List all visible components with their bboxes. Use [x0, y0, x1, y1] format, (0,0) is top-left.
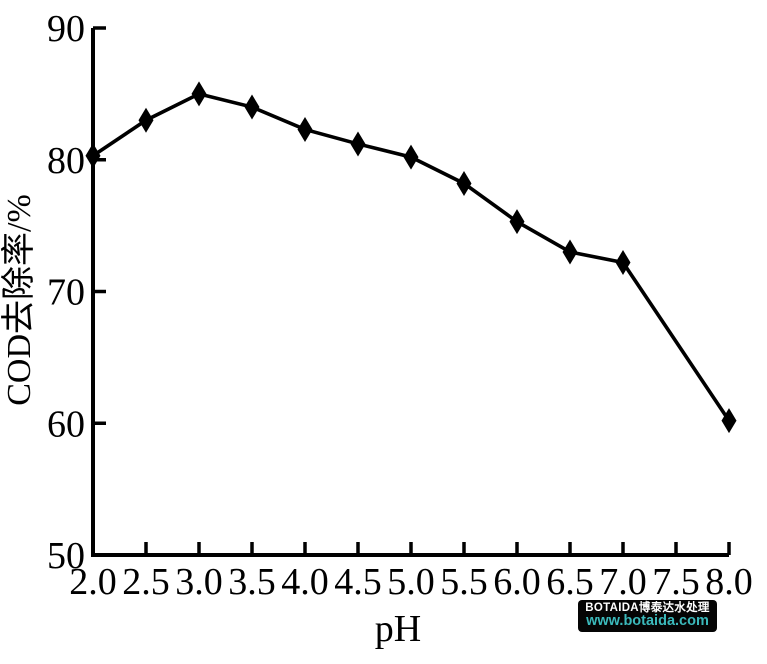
data-point-marker: [509, 209, 525, 235]
x-tick-label: 5.0: [387, 561, 435, 603]
data-point-marker: [721, 408, 737, 434]
y-tick-label: 70: [47, 272, 85, 314]
axes: [91, 28, 729, 557]
x-axis-title: pH: [375, 608, 421, 650]
watermark-brand-text: BOTAIDA博泰达水处理: [585, 601, 710, 614]
x-tick-label: 7.5: [652, 561, 700, 603]
axis-lines: [91, 28, 729, 557]
data-point-marker: [615, 250, 631, 276]
y-axis-ticks: 50 60 70 80 90: [47, 8, 106, 577]
x-tick-label: 2.5: [122, 561, 170, 603]
data-point-marker: [244, 94, 260, 120]
series-line: [91, 91, 731, 422]
y-tick-label: 80: [47, 140, 85, 182]
y-tick-label: 50: [47, 535, 85, 577]
x-tick-label: 3.0: [175, 561, 223, 603]
watermark-url-text: www.botaida.com: [586, 613, 709, 630]
x-tick-label: 3.5: [228, 561, 276, 603]
data-point-marker: [350, 131, 366, 157]
x-tick-label: 6.0: [493, 561, 541, 603]
data-series-cod-removal: [85, 81, 737, 434]
data-point-marker: [85, 143, 101, 169]
data-point-marker: [562, 239, 578, 265]
x-tick-label: 4.5: [334, 561, 382, 603]
y-tick-label: 90: [47, 8, 85, 50]
x-tick-label: 8.0: [705, 561, 753, 603]
x-tick-label: 5.5: [440, 561, 488, 603]
data-point-marker: [297, 116, 313, 142]
data-point-marker: [138, 107, 154, 133]
watermark-badge: BOTAIDA博泰达水处理 www.botaida.com: [578, 600, 717, 632]
x-tick-label: 6.5: [546, 561, 594, 603]
x-tick-label: 2.0: [69, 561, 117, 603]
x-tick-label: 7.0: [599, 561, 647, 603]
data-point-marker: [191, 81, 207, 107]
x-axis-ticks: 2.0 2.5 3.0 3.5 4.0 4.5 5.0 5.5 6.0 6.5 7.0 7.5 8.0: [69, 542, 753, 603]
x-tick-label: 4.0: [281, 561, 329, 603]
data-point-marker: [456, 170, 472, 196]
y-axis-title: COD去除率/%: [0, 194, 38, 406]
data-point-marker: [403, 144, 419, 170]
y-tick-label: 60: [47, 403, 85, 445]
